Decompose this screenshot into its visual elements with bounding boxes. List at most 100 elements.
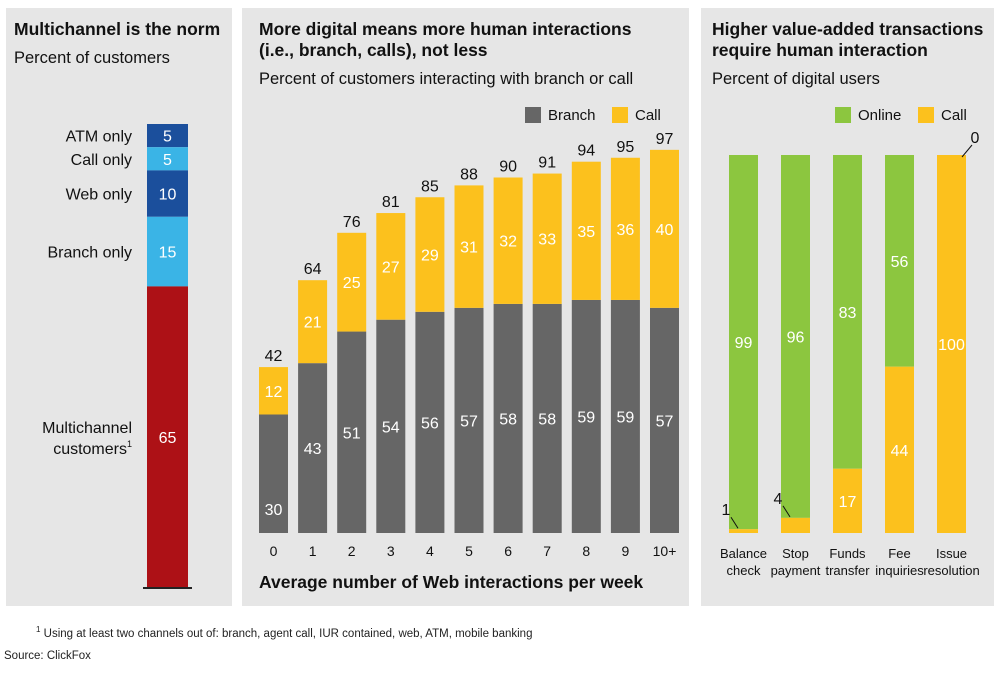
branch-value-label-0: 30: [265, 502, 283, 519]
multichannel-bar-segment-2: [147, 170, 188, 217]
online-value-label-2: 83: [839, 305, 857, 322]
x-tick-label-8: 8: [582, 543, 590, 559]
call-value-label-7: 33: [538, 232, 556, 249]
call-value-label-1: 21: [304, 315, 322, 332]
branch-value-label-10: 57: [656, 413, 674, 430]
x-tick-label-7: 7: [543, 543, 551, 559]
panel1-title: Multichannel is the norm: [14, 19, 221, 39]
call-bar-5: [454, 185, 484, 308]
legend-swatch-call-2: [918, 107, 934, 123]
branch-bar-2: [337, 331, 367, 533]
category-label-4-line2: resolution: [923, 563, 979, 578]
total-value-label-6: 90: [499, 159, 517, 176]
x-tick-label-9: 9: [622, 543, 630, 559]
multichannel-bar-segment-3: [147, 216, 188, 287]
x-tick-label-4: 4: [426, 543, 434, 559]
branch-bar-3: [376, 319, 406, 533]
total-value-label-0: 42: [265, 348, 283, 365]
branch-value-label-5: 57: [460, 413, 478, 430]
multichannel-bar-label-4-line1: Multichannel: [42, 420, 132, 437]
legend-label-branch: Branch: [548, 107, 596, 124]
online-value-label-1: 96: [787, 329, 805, 346]
total-value-label-10: 97: [656, 131, 674, 148]
panel3-title-line2: require human interaction: [712, 40, 928, 60]
x-tick-label-2: 2: [348, 543, 356, 559]
call-value-label-10: 40: [656, 222, 674, 239]
call-value-label-4: 100: [938, 337, 965, 354]
call-value-label-4: 29: [421, 248, 439, 265]
panel2-title-line1: More digital means more human interactio…: [259, 19, 632, 39]
multichannel-bar-label-2: Web only: [66, 187, 132, 204]
category-label-1-line2: payment: [771, 563, 821, 578]
online-value-label-0: 99: [735, 335, 753, 352]
x-axis-title: Average number of Web interactions per w…: [259, 572, 643, 592]
call-value-label-1: 4: [774, 491, 783, 508]
call-value-label-8: 35: [577, 224, 595, 241]
category-label-3-line2: inquiries: [875, 563, 924, 578]
category-label-4-line1: Issue: [936, 546, 967, 561]
call-callout-line-0: [730, 516, 739, 529]
panel3-subtitle: Percent of digital users: [712, 70, 880, 88]
x-tick-label-10: 10+: [653, 543, 677, 559]
multichannel-bar-label-1: Call only: [71, 152, 132, 169]
call-value-label-2: 25: [343, 275, 361, 292]
branch-value-label-2: 51: [343, 425, 361, 442]
x-tick-label-1: 1: [309, 543, 317, 559]
category-label-0-line1: Balance: [720, 546, 767, 561]
online-bar-2: [833, 155, 862, 469]
total-value-label-2: 76: [343, 214, 361, 231]
legend-swatch-branch: [525, 107, 541, 123]
footnote: 1 Using at least two channels out of: br…: [36, 625, 532, 640]
multichannel-bar-segment-0: [147, 124, 188, 148]
branch-value-label-3: 54: [382, 419, 400, 436]
branch-bar-7: [532, 303, 562, 533]
total-value-label-5: 88: [460, 166, 478, 183]
call-bar-2: [337, 232, 367, 332]
call-bar-0: [259, 367, 288, 415]
total-value-label-8: 94: [577, 143, 595, 160]
call-value-label-9: 36: [617, 222, 635, 239]
call-bar-10: [650, 149, 679, 308]
online-value-label-3: 56: [891, 254, 909, 271]
category-label-0-line2: check: [727, 563, 761, 578]
call-value-label-6: 32: [499, 234, 517, 251]
multichannel-bar-segment-4: [147, 286, 188, 588]
call-bar-4: [937, 155, 966, 533]
branch-bar-0: [259, 414, 288, 533]
x-tick-label-3: 3: [387, 543, 395, 559]
call-bar-2: [833, 468, 862, 533]
legend-label-call: Call: [635, 107, 661, 124]
call-bar-1: [298, 280, 328, 364]
multichannel-bar-value-4: 65: [159, 430, 177, 447]
call-bar-1: [781, 517, 810, 533]
branch-value-label-1: 43: [304, 441, 322, 458]
call-value-label-5: 31: [460, 240, 478, 257]
branch-value-label-6: 58: [499, 411, 517, 428]
source-note: Source: ClickFox: [4, 650, 91, 662]
branch-bar-10: [650, 307, 679, 533]
legend-label-call-2: Call: [941, 107, 967, 124]
multichannel-bar-label-3: Branch only: [48, 245, 133, 262]
category-label-2-line2: transfer: [825, 563, 870, 578]
multichannel-footnote-marker: 1: [127, 439, 132, 449]
branch-bar-1: [298, 363, 328, 533]
multichannel-bar-label-0: ATM only: [66, 129, 132, 146]
online-bar-0: [729, 155, 758, 530]
legend-swatch-online: [835, 107, 851, 123]
call-bar-0: [729, 529, 758, 533]
call-value-label-0: 1: [722, 502, 731, 519]
call-bar-4: [415, 197, 445, 312]
branch-value-label-7: 58: [538, 411, 556, 428]
call-bar-6: [493, 177, 523, 304]
multichannel-bar-value-1: 5: [163, 152, 172, 169]
panel-multichannel: [6, 8, 232, 606]
branch-value-label-9: 59: [617, 409, 635, 426]
panel3-title-line1: Higher value-added transactions: [712, 19, 984, 39]
category-label-2-line1: Funds: [829, 546, 866, 561]
online-callout-line-4: [961, 144, 973, 158]
call-value-label-3: 27: [382, 259, 400, 276]
multichannel-bar-value-3: 15: [159, 245, 177, 262]
branch-bar-5: [454, 307, 484, 533]
x-tick-label-0: 0: [270, 543, 278, 559]
call-bar-3: [885, 366, 914, 533]
